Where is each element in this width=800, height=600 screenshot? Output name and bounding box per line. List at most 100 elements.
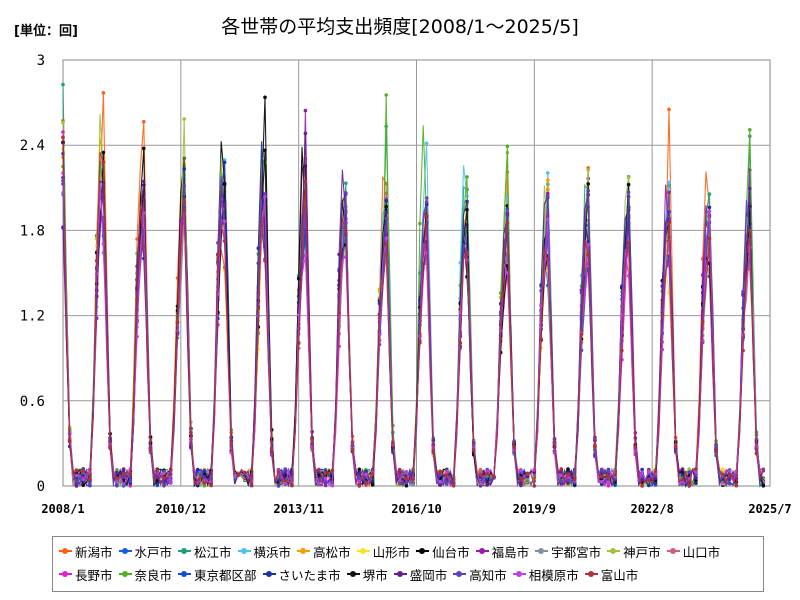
- series-point: [121, 472, 126, 476]
- series-point: [687, 467, 691, 471]
- series-point: [707, 236, 712, 240]
- series-point: [694, 481, 698, 486]
- legend-label: 宇都宮市: [551, 544, 602, 560]
- series-point: [290, 483, 294, 488]
- series-point: [411, 483, 415, 487]
- legend-item: 堺市: [346, 564, 388, 584]
- legend-label: 神戸市: [623, 544, 661, 560]
- series-point: [317, 473, 321, 478]
- series-point: [303, 131, 308, 136]
- series-point: [438, 469, 442, 474]
- series-point: [687, 483, 691, 488]
- series-point: [263, 148, 267, 153]
- series-point: [445, 482, 449, 486]
- series-point: [478, 473, 483, 477]
- series-point: [640, 470, 644, 475]
- series-point: [317, 467, 321, 472]
- legend-item: 仙台市: [416, 541, 470, 561]
- series-point: [276, 484, 281, 488]
- series-point: [142, 146, 146, 151]
- series-point: [680, 477, 685, 482]
- series-point: [667, 190, 671, 195]
- series-point: [485, 483, 490, 487]
- series-point: [337, 252, 341, 257]
- series-point: [269, 447, 274, 451]
- series-point: [222, 182, 227, 187]
- series-point: [222, 202, 227, 207]
- series-point: [640, 484, 644, 488]
- series-point: [162, 483, 166, 488]
- series-point: [438, 479, 442, 484]
- legend-label: 山形市: [372, 544, 411, 560]
- series-point: [599, 475, 604, 479]
- series-point: [175, 320, 180, 324]
- series-point: [222, 158, 227, 162]
- series-point: [418, 221, 422, 226]
- series-point: [121, 475, 126, 479]
- series-point: [263, 95, 267, 100]
- series-point: [81, 477, 85, 482]
- series-point: [135, 237, 139, 241]
- chart-title: 各世帯の平均支出頻度[2008/1～2025/5]: [221, 16, 579, 38]
- legend-marker: [262, 569, 276, 579]
- legend-label: 高知市: [469, 567, 507, 583]
- series-point: [707, 205, 712, 210]
- series-point: [121, 482, 126, 486]
- series-point: [626, 175, 631, 180]
- series-point: [566, 472, 570, 477]
- series-point: [505, 144, 510, 148]
- legend-marker: [475, 546, 489, 556]
- legend-item: 富山市: [584, 564, 639, 584]
- series-point: [101, 150, 106, 155]
- series-point: [485, 472, 490, 476]
- series-point: [761, 469, 766, 473]
- series-point: [397, 479, 402, 483]
- series-point: [115, 470, 119, 475]
- legend-label: 富山市: [600, 567, 639, 583]
- y-tick-label: 3: [37, 53, 45, 69]
- series-point: [539, 337, 543, 341]
- series-point: [559, 479, 564, 484]
- series-point: [61, 120, 65, 125]
- y-tick-label: 0.6: [20, 394, 45, 410]
- series-point: [256, 246, 261, 250]
- series-point: [599, 467, 604, 472]
- legend-label: 水戸市: [134, 544, 173, 560]
- series-point: [519, 483, 523, 488]
- series-point: [559, 467, 564, 471]
- legend-item: 松江市: [178, 541, 232, 561]
- series-point: [142, 179, 146, 184]
- series-point: [465, 199, 469, 204]
- series-point: [216, 253, 220, 257]
- series-point: [182, 117, 186, 121]
- series-point: [478, 482, 483, 486]
- series-point: [687, 470, 691, 474]
- series-point: [653, 469, 658, 474]
- series-point: [101, 242, 106, 246]
- series-point: [384, 210, 389, 215]
- series-point: [202, 481, 207, 485]
- series-point: [546, 194, 550, 199]
- series-point: [700, 319, 705, 324]
- series-point: [667, 221, 671, 225]
- series-point: [135, 297, 139, 302]
- legend-marker: [237, 546, 251, 556]
- series-point: [209, 483, 213, 488]
- series-point: [81, 483, 85, 488]
- legend-item: さいたま市: [262, 564, 341, 584]
- series-point: [128, 479, 133, 483]
- series-point: [707, 192, 712, 196]
- series-point: [586, 189, 590, 193]
- series-point: [532, 484, 537, 488]
- legend-marker: [178, 546, 192, 556]
- series-point: [155, 483, 160, 488]
- series-point: [283, 481, 288, 486]
- series-point: [525, 471, 530, 476]
- legend-item: 横浜市: [237, 541, 291, 561]
- series-point: [195, 478, 200, 483]
- legend-item: 神戸市: [607, 541, 661, 561]
- series-point: [404, 477, 409, 481]
- series-point: [61, 135, 65, 139]
- series-point: [364, 481, 368, 486]
- series-point: [586, 252, 590, 257]
